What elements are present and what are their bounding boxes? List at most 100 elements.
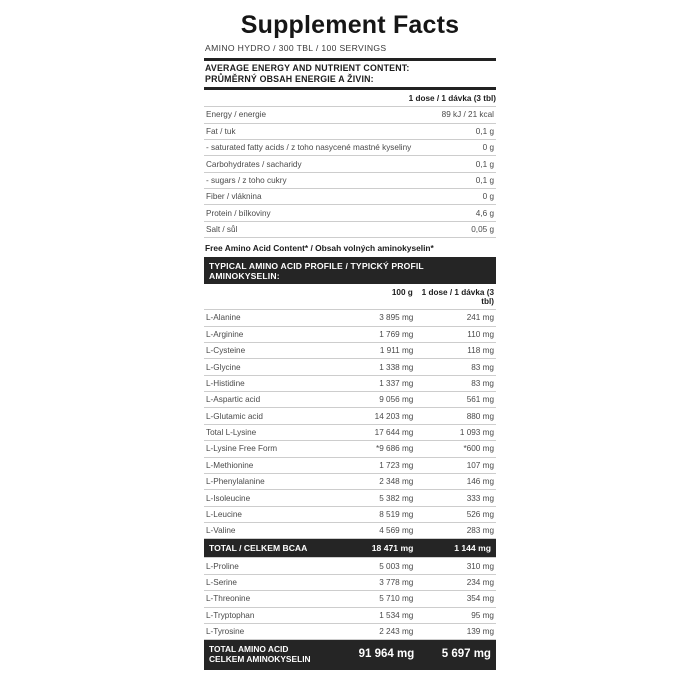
table-row: L-Glutamic acid 14 203 mg 880 mg: [204, 407, 496, 425]
nutrient-value: 0,1 g: [419, 172, 496, 190]
table-row: L-Isoleucine 5 382 mg 333 mg: [204, 489, 496, 507]
amino-per-dose: 234 mg: [413, 574, 496, 592]
amino-name: L-Tryptophan: [204, 607, 333, 624]
nutrient-name: Salt / sůl: [204, 221, 420, 239]
amino-per-100g: 1 338 mg: [332, 358, 414, 376]
amino-profile-band: TYPICAL AMINO ACID PROFILE / TYPICKÝ PRO…: [204, 257, 496, 285]
amino-per-dose: 83 mg: [413, 375, 496, 393]
amino-name: L-Arginine: [204, 326, 333, 343]
amino-per-dose: 354 mg: [413, 590, 496, 608]
amino-per-100g: 8 519 mg: [332, 506, 414, 524]
table-row: Energy / energie 89 kJ / 21 kcal: [204, 106, 496, 124]
table-row: L-Tyrosine 2 243 mg 139 mg: [204, 623, 496, 641]
divider-top: [204, 58, 496, 62]
page-title: Supplement Facts: [240, 11, 460, 39]
grand-total-per-dose: 5 697 mg: [441, 648, 491, 661]
amino-name: L-Glycine: [204, 358, 333, 376]
grand-total-label: TOTAL AMINO ACID CELKEM AMINOKYSELIN: [204, 644, 332, 664]
nutrient-value: 89 kJ / 21 kcal: [419, 106, 496, 124]
table-row: L-Phenylalanine 2 348 mg 146 mg: [204, 473, 496, 491]
nutrient-value: 0,1 g: [419, 155, 496, 173]
table-row: Carbohydrates / sacharidy 0,1 g: [204, 155, 496, 173]
nutrient-table: Energy / energie 89 kJ / 21 kcal Fat / tuk…: [204, 106, 496, 239]
table-row: L-Serine 3 778 mg 234 mg: [204, 574, 496, 592]
amino-per-100g: 18 471 mg: [332, 538, 414, 558]
amino-column-header-row: 100 g 1 dose / 1 dávka (3 tbl): [204, 284, 496, 309]
table-row: - sugars / z toho cukry 0,1 g: [204, 172, 496, 190]
nutrient-name: Carbohydrates / sacharidy: [204, 155, 420, 173]
amino-name: L-Methionine: [204, 457, 333, 474]
amino-per-100g: 1 534 mg: [332, 607, 414, 624]
bcaa-total-row: TOTAL / CELKEM BCAA 18 471 mg 1 144 mg: [204, 538, 496, 558]
amino-per-100g: 5 003 mg: [332, 557, 414, 575]
amino-name: L-Isoleucine: [204, 489, 333, 507]
amino-header-100g: 100 g: [391, 288, 413, 298]
nutrient-value: 0 g: [419, 139, 496, 157]
amino-per-100g: 17 644 mg: [332, 424, 414, 442]
table-row: L-Aspartic acid 9 056 mg 561 mg: [204, 391, 496, 409]
amino-name: TOTAL / CELKEM BCAA: [204, 538, 333, 558]
amino-table-body-part2: L-Proline 5 003 mg 310 mg L-Serine 3 778 mg 2…: [204, 557, 496, 641]
table-row: L-Histidine 1 337 mg 83 mg: [204, 375, 496, 393]
amino-per-dose: 283 mg: [413, 522, 496, 540]
nutrient-value: 4,6 g: [419, 204, 496, 222]
amino-name: L-Glutamic acid: [204, 407, 333, 425]
table-row: Protein / bílkoviny 4,6 g: [204, 204, 496, 222]
amino-header-dose: 1 dose / 1 dávka (3 tbl): [421, 288, 495, 307]
amino-per-dose: *600 mg: [413, 440, 496, 458]
table-row: L-Lysine Free Form *9 686 mg *600 mg: [204, 440, 496, 458]
amino-table-body-part1: L-Alanine 3 895 mg 241 mg L-Arginine 1 769 m…: [204, 309, 496, 558]
amino-per-dose: 880 mg: [413, 407, 496, 425]
amino-per-100g: 5 710 mg: [332, 590, 414, 608]
amino-name: L-Lysine Free Form: [204, 440, 333, 458]
amino-per-dose: 110 mg: [413, 326, 496, 343]
table-row: L-Methionine 1 723 mg 107 mg: [204, 457, 496, 474]
amino-name: L-Valine: [204, 522, 333, 540]
amino-per-100g: 5 382 mg: [332, 489, 414, 507]
nutrient-value: 0 g: [419, 188, 496, 206]
grand-total-label-en: TOTAL AMINO ACID: [209, 644, 289, 655]
grand-total-per-100g: 91 964 mg: [358, 648, 415, 661]
amino-per-100g: 9 056 mg: [332, 391, 414, 409]
amino-per-dose: 526 mg: [413, 506, 496, 524]
table-row: L-Valine 4 569 mg 283 mg: [204, 522, 496, 540]
amino-per-100g: 1 911 mg: [332, 342, 414, 360]
free-amino-note: Free Amino Acid Content* / Obsah volných…: [205, 243, 434, 254]
nutrient-name: - sugars / z toho cukry: [204, 172, 420, 190]
amino-per-dose: 146 mg: [413, 473, 496, 491]
nutrient-heading-line-cz: PRŮMĚRNÝ OBSAH ENERGIE A ŽIVIN:: [205, 74, 374, 85]
table-row: L-Tryptophan 1 534 mg 95 mg: [204, 607, 496, 624]
amino-per-dose: 561 mg: [413, 391, 496, 409]
amino-per-dose: 107 mg: [413, 457, 496, 474]
amino-table-part1: L-Alanine 3 895 mg 241 mg L-Arginine 1 769 m…: [204, 309, 496, 558]
grand-total-row: TOTAL AMINO ACID CELKEM AMINOKYSELIN 91 …: [204, 640, 496, 670]
amino-name: L-Tyrosine: [204, 623, 333, 641]
amino-per-100g: 3 778 mg: [332, 574, 414, 592]
amino-table-part2: L-Proline 5 003 mg 310 mg L-Serine 3 778 mg 2…: [204, 557, 496, 641]
amino-per-dose: 241 mg: [413, 309, 496, 327]
amino-name: L-Serine: [204, 574, 333, 592]
grand-total-label-cz: CELKEM AMINOKYSELIN: [209, 654, 311, 665]
nutrient-name: - saturated fatty acids / z toho nasycen…: [204, 139, 420, 157]
amino-name: L-Cysteine: [204, 342, 333, 360]
amino-per-dose: 139 mg: [413, 623, 496, 641]
table-row: L-Threonine 5 710 mg 354 mg: [204, 590, 496, 608]
table-row: - saturated fatty acids / z toho nasycen…: [204, 139, 496, 157]
nutrient-dose-column-header: 1 dose / 1 dávka (3 tbl): [408, 94, 496, 104]
amino-per-dose: 310 mg: [413, 557, 496, 575]
amino-per-100g: 3 895 mg: [332, 309, 414, 327]
amino-per-dose: 95 mg: [413, 607, 496, 624]
supplement-facts-label: Supplement Facts AMINO HYDRO / 300 TBL /…: [204, 12, 496, 670]
amino-per-dose: 1 144 mg: [413, 538, 496, 558]
amino-per-100g: 4 569 mg: [332, 522, 414, 540]
table-row: L-Arginine 1 769 mg 110 mg: [204, 326, 496, 343]
amino-name: L-Proline: [204, 557, 333, 575]
amino-per-100g: *9 686 mg: [332, 440, 414, 458]
nutrient-value: 0,05 g: [419, 221, 496, 239]
nutrient-name: Protein / bílkoviny: [204, 204, 420, 222]
table-row: Salt / sůl 0,05 g: [204, 221, 496, 239]
table-row: Fiber / vláknina 0 g: [204, 188, 496, 206]
table-row: L-Alanine 3 895 mg 241 mg: [204, 309, 496, 327]
amino-name: L-Alanine: [204, 309, 333, 327]
amino-name: L-Leucine: [204, 506, 333, 524]
